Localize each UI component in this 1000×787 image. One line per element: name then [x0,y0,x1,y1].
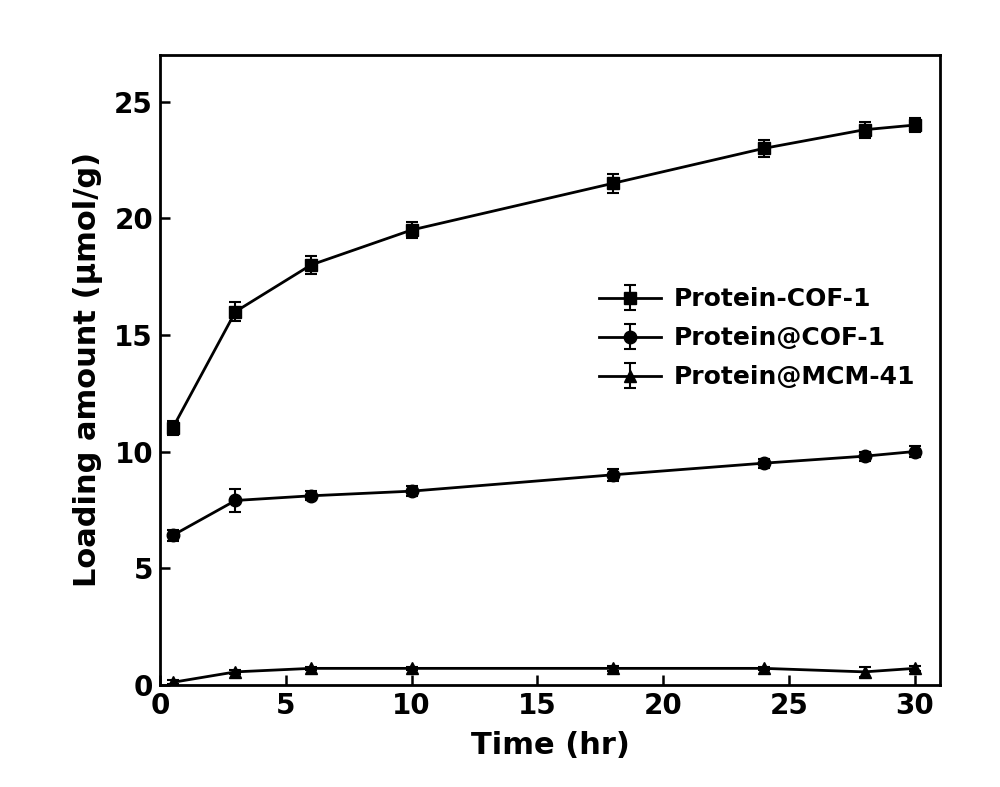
Legend: Protein-COF-1, Protein@COF-1, Protein@MCM-41: Protein-COF-1, Protein@COF-1, Protein@MC… [586,275,928,402]
Y-axis label: Loading amount (μmol/g): Loading amount (μmol/g) [73,153,103,587]
X-axis label: Time (hr): Time (hr) [471,731,629,759]
